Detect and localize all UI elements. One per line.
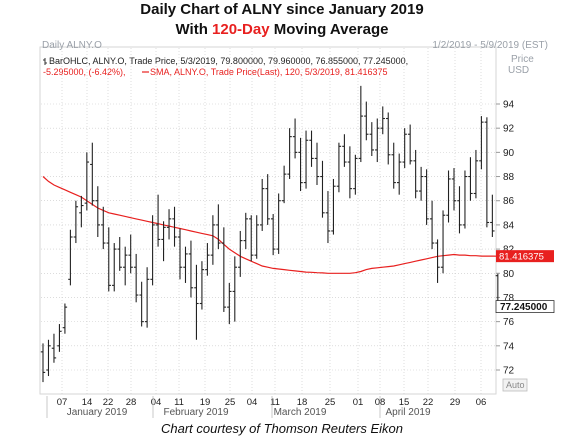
sma-line	[42, 176, 498, 274]
x-tick-label: 06	[476, 397, 487, 408]
sma-value-label: 81.416375	[499, 252, 544, 263]
x-tick-label: 04	[247, 397, 258, 408]
legend-line-2: -5.295000, (-6.42%),	[43, 67, 126, 77]
x-tick-label: 22	[423, 397, 434, 408]
legend-line-1: BarOHLC, ALNY.O, Trade Price, 5/3/2019, …	[49, 56, 408, 66]
x-tick-label: 25	[225, 397, 236, 408]
x-tick-label: 11	[174, 397, 184, 408]
y-tick-label: 80	[503, 269, 515, 280]
y-tick-label: 82	[503, 245, 515, 256]
subtitle-accent: 120-Day	[212, 21, 270, 38]
auto-scale-button	[502, 378, 528, 392]
y-tick-label: 74	[503, 341, 515, 352]
legend-bar-icon	[43, 58, 47, 65]
x-month-label: March 2019	[274, 407, 327, 418]
x-tick-label: 07	[57, 397, 68, 408]
chart-subtitle: With 120-Day Moving Average	[175, 21, 389, 38]
chart-title-block: Daily Chart of ALNY since January 2019 W…	[0, 0, 564, 40]
x-tick-label: 11	[270, 397, 280, 408]
price-label: Price	[511, 54, 534, 65]
y-tick-label: 84	[503, 220, 515, 231]
x-month-label: February 2019	[163, 407, 228, 418]
x-tick-label: 28	[126, 397, 137, 408]
x-month-label: April 2019	[385, 407, 430, 418]
last-price-tag	[495, 300, 555, 313]
chart-header-left: Daily ALNY.O	[42, 40, 102, 51]
chart-credit: Chart courtesy of Thomson Reuters Eikon	[160, 421, 404, 436]
y-tick-label: 94	[503, 100, 515, 111]
last-price-label: 77.245000	[500, 302, 548, 313]
x-tick-label: 04	[151, 397, 162, 408]
y-tick-label: 76	[503, 317, 515, 328]
y-tick-label: 92	[503, 124, 515, 135]
ohlc-bars	[40, 85, 501, 383]
chart-title: Daily Chart of ALNY since January 2019	[140, 1, 424, 18]
y-tick-label: 78	[503, 293, 515, 304]
chart-header-right: 1/2/2019 - 5/9/2019 (EST)	[432, 40, 548, 51]
x-tick-label: 01	[353, 397, 364, 408]
auto-scale-label: Auto	[506, 380, 525, 390]
x-tick-label: 19	[200, 397, 211, 408]
sma-value-tag	[496, 250, 554, 263]
x-tick-label: 15	[399, 397, 410, 408]
y-tick-label: 86	[503, 196, 515, 207]
x-tick-label: 25	[325, 397, 336, 408]
x-tick-label: 22	[103, 397, 114, 408]
y-tick-label: 90	[503, 148, 515, 159]
legend-line-3: SMA, ALNY.O, Trade Price(Last), 120, 5/3…	[150, 67, 387, 77]
x-month-label: January 2019	[67, 407, 128, 418]
x-tick-label: 14	[82, 397, 93, 408]
currency-label: USD	[508, 65, 529, 76]
y-tick-label: 72	[503, 366, 515, 377]
x-tick-label: 29	[450, 397, 461, 408]
y-tick-label: 88	[503, 172, 515, 183]
x-tick-label: 18	[297, 397, 308, 408]
